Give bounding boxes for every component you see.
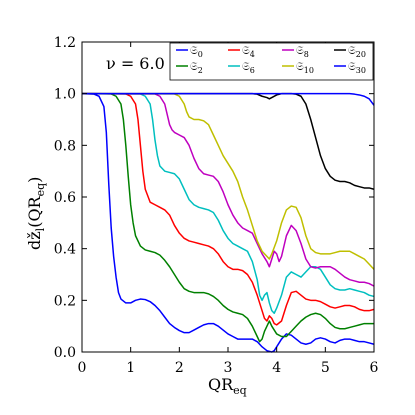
x-tick-label: 5 xyxy=(321,360,330,376)
series-layer xyxy=(81,92,375,353)
series-line-4 xyxy=(81,92,375,326)
y-tick-label: 0.8 xyxy=(54,138,76,154)
series-line-10 xyxy=(81,92,375,270)
legend-label: 𝔖30 xyxy=(348,60,366,75)
y-tick-label: 0.2 xyxy=(54,293,76,309)
y-axis-label: ǆl(QReq) xyxy=(25,177,47,250)
y-tick-label: 0.4 xyxy=(54,242,76,258)
y-tick-label: 1.2 xyxy=(54,35,76,51)
x-axis-label: QReq xyxy=(208,375,247,397)
plot-area xyxy=(82,42,374,352)
series-line-0 xyxy=(81,92,375,353)
series-line-6 xyxy=(81,92,375,314)
legend-label: 𝔖2 xyxy=(190,60,203,75)
legend-label: 𝔖6 xyxy=(242,60,255,75)
legend-label: 𝔖0 xyxy=(190,44,203,59)
x-tick-label: 1 xyxy=(126,360,135,376)
x-tick-label: 3 xyxy=(224,360,233,376)
series-line-30 xyxy=(82,92,375,106)
y-tick-label: 1.0 xyxy=(54,87,76,103)
y-tick-label: 0.6 xyxy=(54,190,76,206)
legend-label: 𝔖20 xyxy=(348,44,366,59)
series-line-2 xyxy=(81,92,374,343)
y-tick-label: 0.0 xyxy=(54,345,76,361)
x-tick-label: 2 xyxy=(175,360,184,376)
x-tick-label: 4 xyxy=(272,360,281,376)
series-line-20 xyxy=(82,92,375,190)
x-tick-label: 0 xyxy=(78,360,87,376)
legend-label: 𝔖10 xyxy=(296,60,314,75)
legend-label: 𝔖8 xyxy=(296,44,309,59)
x-tick-label: 6 xyxy=(370,360,379,376)
annotation: ν = 6.0 xyxy=(106,54,165,73)
series-line-8 xyxy=(81,92,375,287)
legend-box xyxy=(169,42,374,81)
legend-label: 𝔖4 xyxy=(242,44,255,59)
